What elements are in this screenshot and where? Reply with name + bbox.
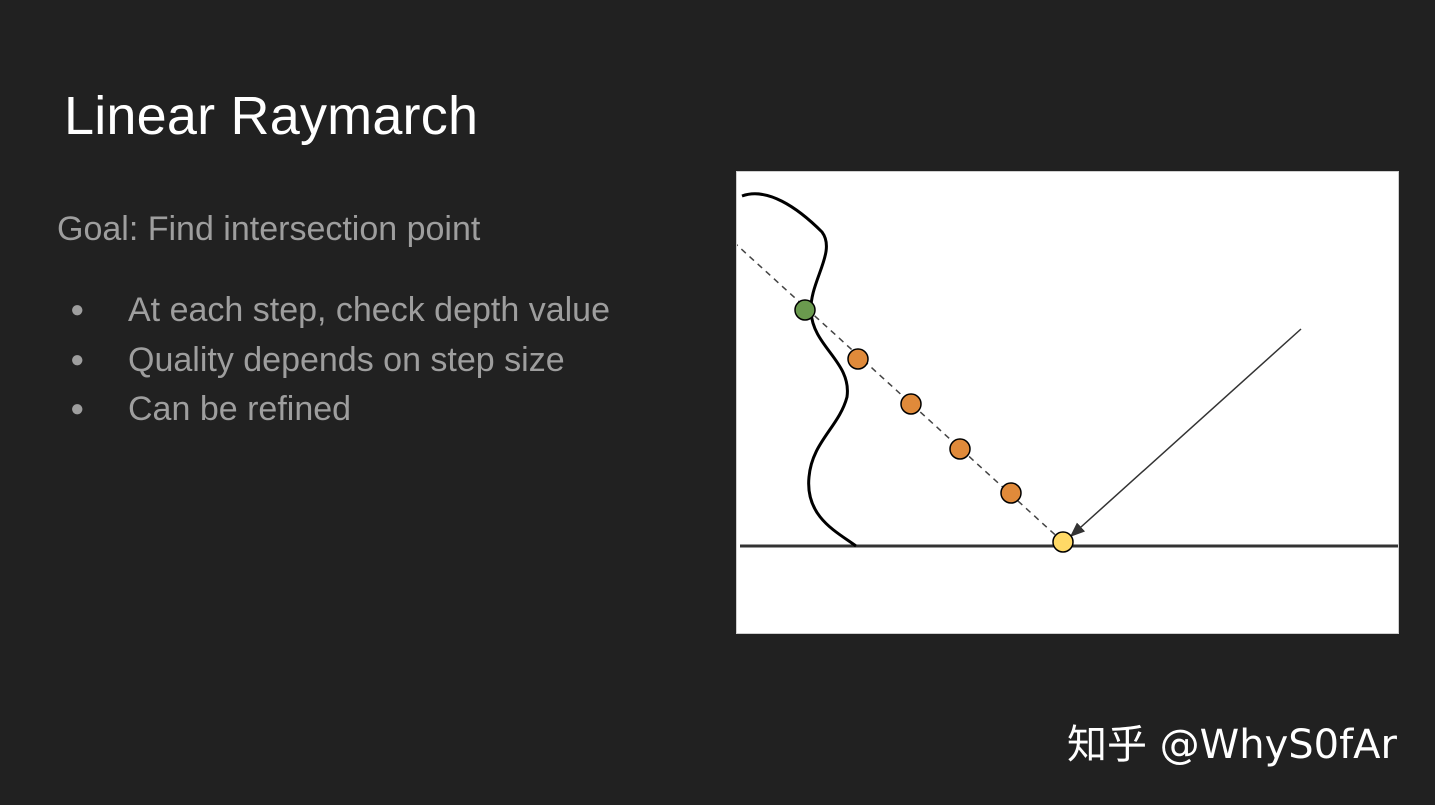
- reflected-ray: [737, 244, 1064, 543]
- goal-text: Goal: Find intersection point: [57, 210, 481, 248]
- depth-surface-curve: [741, 192, 857, 548]
- bullet-dot-icon: ●: [70, 345, 85, 373]
- step-sample-point: [900, 393, 922, 415]
- bullet-text: Quality depends on step size: [128, 340, 565, 379]
- watermark: 知乎 @WhyS0fAr: [1066, 722, 1397, 768]
- bullet-text: Can be refined: [128, 390, 352, 428]
- ray-origin-point: [1052, 531, 1074, 553]
- bullet-dot-icon: ●: [70, 296, 85, 323]
- bullet-text: At each step, check depth value: [128, 291, 610, 329]
- hit-sample-point: [794, 299, 816, 321]
- raymarch-diagram: [736, 171, 1399, 634]
- step-sample-point: [847, 348, 869, 370]
- step-sample-point: [1000, 482, 1022, 504]
- sample-points: [794, 299, 1074, 553]
- step-sample-point: [949, 438, 971, 460]
- raymarch-diagram-svg: [737, 192, 1398, 553]
- incident-ray: [1069, 328, 1302, 538]
- bullet-dot-icon: ●: [70, 395, 85, 422]
- slide-title: Linear Raymarch: [64, 86, 479, 146]
